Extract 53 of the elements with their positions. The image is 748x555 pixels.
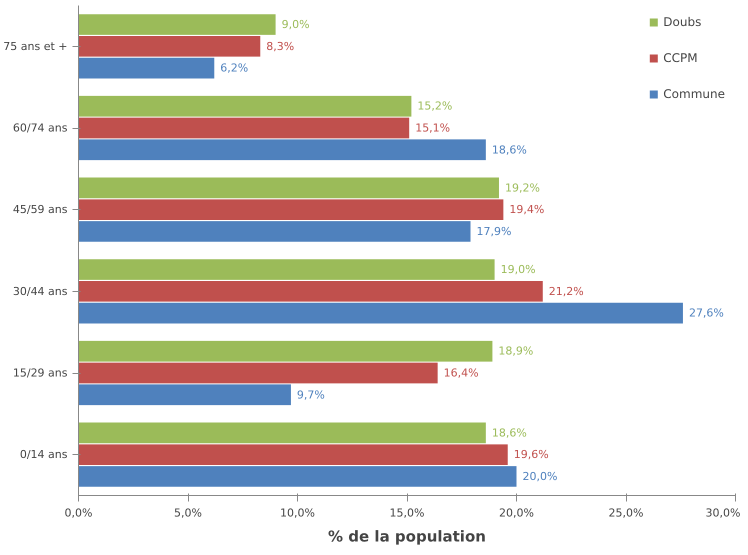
data-label: 19,4%: [509, 203, 544, 216]
bar: [78, 118, 410, 138]
data-label: 9,7%: [296, 388, 325, 402]
x-tick-label: 15,0%: [390, 506, 424, 520]
bar: [78, 280, 543, 302]
bar: [78, 139, 486, 160]
data-label: 19,0%: [500, 263, 536, 276]
bar: [78, 221, 471, 242]
x-tick-label: 30,0%: [706, 506, 741, 520]
data-label: 21,2%: [548, 284, 584, 298]
data-label: 18,9%: [498, 344, 534, 358]
data-label: 27,6%: [688, 306, 724, 320]
data-label: 15,2%: [417, 100, 452, 113]
bar: [78, 36, 260, 57]
y-tick-label: 30/44 ans: [12, 284, 68, 298]
bar: [78, 362, 438, 384]
bar: [78, 178, 499, 198]
data-label: 8,3%: [266, 40, 294, 53]
legend-label: Commune: [663, 87, 725, 101]
data-label: 19,6%: [514, 448, 549, 462]
y-tick-label: 75 ans et +: [3, 40, 68, 53]
data-label: 17,9%: [476, 224, 512, 238]
data-label: 18,6%: [492, 426, 527, 440]
data-label: 9,0%: [282, 18, 310, 32]
data-label: 20,0%: [522, 470, 558, 483]
y-tick-label: 60/74 ans: [12, 122, 68, 134]
y-tick-label: 45/59 ans: [12, 203, 68, 216]
data-label: 15,1%: [415, 122, 450, 134]
y-tick-label: 15/29 ans: [12, 366, 68, 380]
bar: [78, 384, 291, 406]
bar: [78, 340, 492, 362]
legend-label: CCPM: [663, 51, 698, 65]
data-label: 19,2%: [504, 181, 540, 194]
bar: [78, 259, 495, 280]
bar: [78, 199, 504, 220]
bar: [78, 444, 508, 466]
x-axis-title: % de la population: [328, 528, 486, 546]
bar: [78, 466, 516, 487]
x-tick-label: 10,0%: [280, 506, 315, 520]
bar: [78, 96, 412, 117]
x-tick-label: 25,0%: [608, 506, 644, 520]
data-label: 18,6%: [492, 143, 527, 156]
x-tick-label: 20,0%: [499, 506, 534, 520]
bar: [78, 302, 683, 324]
data-label: 6,2%: [220, 62, 248, 75]
y-tick-label: 0/14 ans: [20, 448, 68, 462]
x-tick-label: 5,0%: [174, 506, 202, 520]
data-label: 16,4%: [444, 366, 479, 380]
x-tick-label: 0,0%: [64, 506, 92, 520]
bar: [78, 422, 486, 444]
bar: [78, 58, 214, 78]
legend-label: Doubs: [663, 15, 702, 29]
bar: [78, 14, 276, 35]
